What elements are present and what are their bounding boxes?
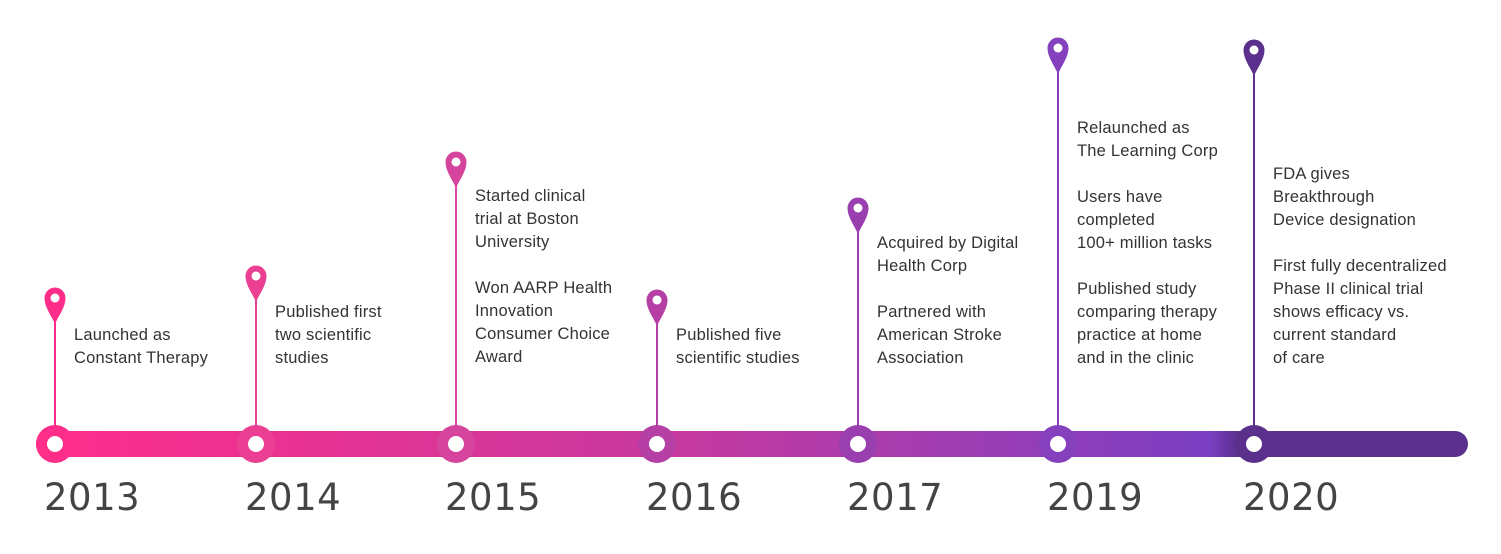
- year-label-2016: 2016: [646, 476, 743, 519]
- timeline-node-center: [448, 436, 464, 452]
- milestone-text: FDA gives Breakthrough Device designatio…: [1273, 165, 1417, 229]
- milestone-text: Users have completed 100+ million tasks: [1077, 188, 1213, 252]
- milestone-text: Won AARP Health Innovation Consumer Choi…: [475, 279, 613, 366]
- map-pin-hole: [251, 271, 261, 281]
- year-label-2015: 2015: [445, 476, 542, 519]
- milestone-marker-2013: [36, 287, 74, 463]
- milestone-marker-2015: [437, 151, 475, 463]
- milestone-text: First fully decentralized Phase II clini…: [1273, 257, 1447, 367]
- milestone-description-2019: Relaunched as The Learning Corp Users hav…: [1077, 117, 1267, 370]
- milestone-description-2013: Launched as Constant Therapy: [74, 324, 264, 370]
- timeline-node-center: [850, 436, 866, 452]
- milestone-text: Acquired by Digital Health Corp: [877, 234, 1019, 275]
- map-pin-hole: [652, 295, 662, 305]
- milestone-text: Published study comparing therapy practi…: [1077, 280, 1218, 367]
- map-pin-hole: [1053, 43, 1063, 53]
- year-label-2019: 2019: [1047, 476, 1144, 519]
- milestone-description-2014: Published first two scientific studies: [275, 301, 465, 370]
- milestone-marker-2014: [237, 265, 275, 463]
- milestone-text: Partnered with American Stroke Associati…: [877, 303, 1002, 367]
- milestone-description-2015: Started clinical trial at Boston Univers…: [475, 185, 665, 369]
- timeline-node-center: [248, 436, 264, 452]
- map-pin-icon: [1047, 37, 1069, 74]
- milestone-text: Launched as Constant Therapy: [74, 326, 209, 367]
- timeline-bar: [36, 431, 1468, 457]
- milestone-description-2016: Published five scientific studies: [676, 324, 866, 370]
- milestone-marker-2020: [1235, 39, 1273, 463]
- map-pin-hole: [1249, 45, 1259, 55]
- map-pin-icon: [245, 265, 267, 302]
- timeline-node-center: [1246, 436, 1262, 452]
- milestone-marker-2019: [1039, 37, 1077, 463]
- timeline-node-center: [1050, 436, 1066, 452]
- milestone-description-2017: Acquired by Digital Health Corp Partnered…: [877, 232, 1067, 370]
- milestone-text: Relaunched as The Learning Corp: [1077, 119, 1218, 160]
- milestone-text: Started clinical trial at Boston Univers…: [475, 187, 586, 251]
- milestone-text: Published five scientific studies: [676, 326, 800, 367]
- milestone-marker-2017: [839, 197, 877, 463]
- map-pin-icon: [646, 289, 668, 326]
- map-pin-icon: [44, 287, 66, 324]
- year-label-2014: 2014: [245, 476, 342, 519]
- year-label-2020: 2020: [1243, 476, 1340, 519]
- map-pin-icon: [1243, 39, 1265, 76]
- map-pin-icon: [445, 151, 467, 188]
- map-pin-icon: [847, 197, 869, 234]
- milestone-description-2020: FDA gives Breakthrough Device designatio…: [1273, 163, 1488, 370]
- year-label-2017: 2017: [847, 476, 944, 519]
- milestone-marker-2016: [638, 289, 676, 463]
- year-label-2013: 2013: [44, 476, 141, 519]
- timeline-node-center: [47, 436, 63, 452]
- map-pin-hole: [451, 157, 461, 167]
- milestone-text: Published first two scientific studies: [275, 303, 382, 367]
- map-pin-hole: [853, 203, 863, 213]
- timeline-node-center: [649, 436, 665, 452]
- map-pin-hole: [50, 293, 60, 303]
